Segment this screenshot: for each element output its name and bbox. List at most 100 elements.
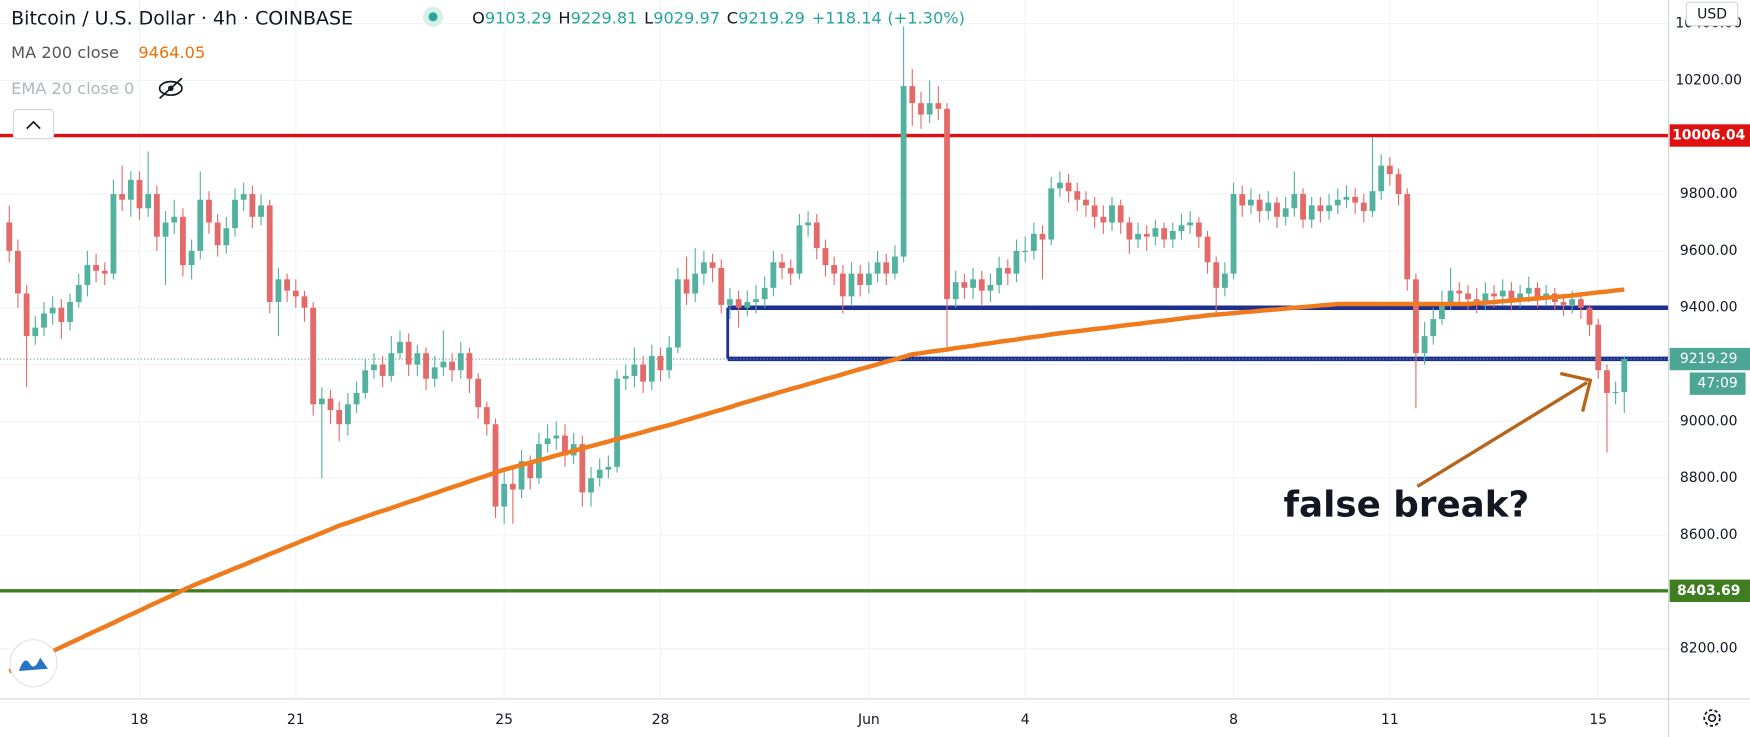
candle-body: [1604, 370, 1610, 393]
change-pct: (+1.30%): [887, 9, 965, 28]
ohlc-key: O: [472, 9, 485, 28]
candle-body: [232, 199, 238, 229]
annotation: false break?: [1283, 485, 1529, 526]
candle-body: [1048, 188, 1055, 240]
candle-body: [544, 438, 551, 445]
candle-body: [101, 270, 108, 274]
x-tick-label: 28: [652, 712, 670, 728]
candle-body: [1022, 250, 1029, 253]
candle-body: [379, 364, 386, 376]
candle-body: [466, 353, 473, 379]
candle-body: [1439, 302, 1445, 320]
candle-body: [318, 398, 325, 405]
x-tick-label: 25: [495, 712, 513, 728]
candle-body: [805, 222, 811, 226]
candle-body: [284, 279, 291, 291]
candle-body: [171, 216, 178, 223]
candle-body: [1612, 392, 1619, 394]
x-tick-label: 4: [1021, 712, 1030, 728]
candle-body: [197, 199, 204, 251]
logo[interactable]: [9, 639, 58, 688]
candle-body: [1473, 299, 1480, 303]
candle-body: [648, 356, 655, 382]
candle-body: [249, 194, 256, 217]
candle-body: [41, 313, 47, 328]
candle-body: [266, 205, 273, 303]
candle-body: [944, 108, 950, 300]
candle-body: [631, 364, 638, 376]
candle-body: [674, 279, 681, 348]
candle-body: [1465, 293, 1471, 300]
candle-body: [388, 353, 395, 376]
candle-body: [223, 228, 230, 246]
candle-body: [15, 250, 21, 294]
candle-body: [588, 478, 594, 493]
candle-body: [1239, 194, 1246, 206]
candle-body: [1525, 287, 1532, 294]
y-tick-label: 8200.00: [1680, 641, 1738, 657]
candle-body: [1482, 293, 1489, 303]
candle-body: [1056, 182, 1063, 189]
ohlc-value: 9219.29: [738, 9, 805, 28]
candle-body: [1143, 233, 1150, 237]
candle-body: [371, 364, 377, 371]
candle-body: [509, 483, 516, 490]
candle-body: [492, 424, 499, 507]
candle-body: [1204, 236, 1211, 263]
candle-body: [136, 179, 143, 209]
candle-body: [1169, 231, 1176, 240]
candle-body: [1360, 202, 1367, 212]
settings-icon[interactable]: [1703, 709, 1721, 727]
candle-body: [32, 327, 39, 337]
ohlc-key: L: [644, 9, 653, 28]
candle-body: [926, 103, 933, 115]
candle-body: [1178, 225, 1185, 232]
candle-body: [353, 392, 360, 405]
candle-body: [518, 461, 525, 490]
candle-body: [831, 265, 838, 274]
ohlc-legend: O 9103.29 H 9229.81 L 9029.97 C 9219.29 +118.14 (…: [472, 9, 965, 28]
candle-body: [1352, 196, 1359, 203]
candle-body: [1256, 199, 1263, 212]
candle-body: [822, 248, 829, 266]
candle-body: [153, 194, 160, 237]
candle-body: [1508, 290, 1515, 300]
candle-body: [865, 273, 872, 285]
candle-body: [1065, 182, 1072, 192]
candle-body: [6, 222, 13, 251]
collapse-button[interactable]: [12, 109, 55, 140]
price-label: 9219.29: [1680, 351, 1738, 367]
axes: 8200.008400.008600.008800.009000.009200.…: [131, 1, 1750, 728]
candle-body: [327, 398, 334, 411]
ohlc-value: 9029.97: [653, 9, 720, 28]
status-dot: [428, 12, 438, 22]
y-tick-label: 8600.00: [1680, 527, 1738, 543]
candle-body: [449, 361, 455, 371]
y-tick-label: 9600.00: [1680, 243, 1738, 259]
change: +118.14: [812, 9, 882, 28]
ohlc-value: 9103.29: [485, 9, 552, 28]
candle-body: [1135, 233, 1141, 240]
y-tick-label: 9000.00: [1680, 413, 1738, 429]
candle-body: [614, 378, 620, 467]
candle-body: [1595, 324, 1602, 371]
candle-body: [188, 250, 195, 266]
candle-body: [1004, 267, 1011, 274]
candle-body: [787, 267, 794, 274]
ema-legend: EMA 20 close 0: [11, 79, 134, 98]
candle-body: [753, 299, 759, 303]
level-label: 10006.04: [1672, 128, 1745, 144]
candle-body: [961, 282, 968, 288]
candle-body: [1421, 336, 1428, 354]
hide-icon[interactable]: [158, 77, 183, 100]
candle-body: [1395, 174, 1402, 195]
ma-line: [8, 287, 1625, 674]
price-label-bg: [1669, 347, 1750, 371]
candle-body: [49, 307, 56, 314]
candle-body: [909, 86, 916, 104]
candle-body: [935, 103, 942, 109]
candle-body: [275, 279, 282, 303]
candle-body: [292, 290, 299, 297]
ohlc-key: H: [558, 9, 570, 28]
